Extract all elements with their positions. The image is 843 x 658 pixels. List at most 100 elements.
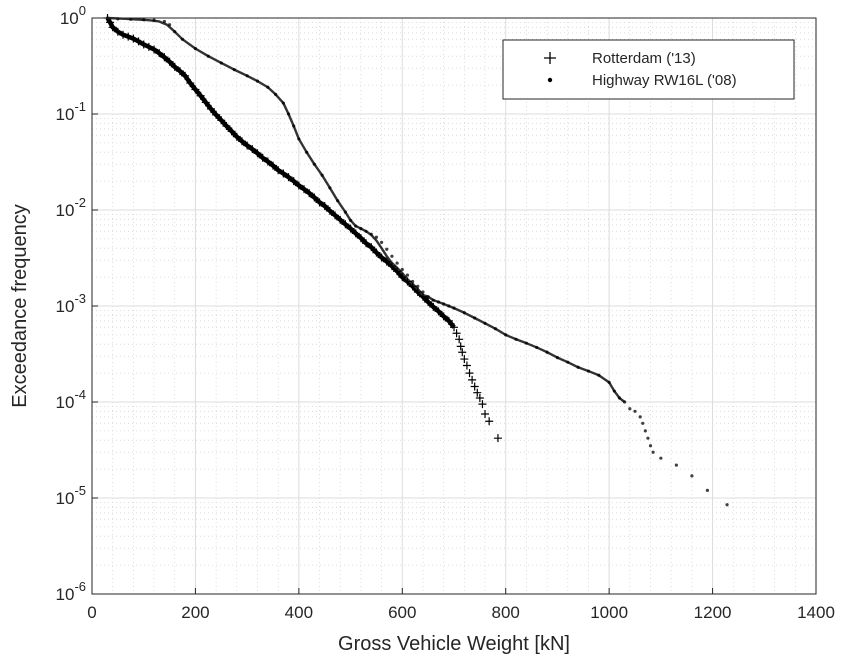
x-tick-label: 400	[285, 603, 313, 622]
rotterdam-marker	[424, 298, 433, 307]
highway-marker	[336, 199, 340, 203]
highway-marker	[555, 356, 560, 360]
x-tick-label: 0	[87, 603, 96, 622]
y-tick-label: 10-4	[56, 387, 86, 412]
rotterdam-marker	[429, 302, 438, 311]
highway-marker	[431, 298, 435, 302]
highway-marker	[167, 23, 172, 27]
highway-marker	[206, 54, 210, 58]
highway-marker	[535, 345, 539, 350]
rotterdam-marker	[346, 224, 355, 233]
rotterdam-marker	[186, 79, 195, 88]
rotterdam-marker	[408, 282, 417, 291]
x-tick-label: 1400	[797, 603, 835, 622]
rotterdam-marker	[258, 153, 267, 162]
highway-marker	[690, 474, 694, 478]
rotterdam-marker	[160, 53, 169, 62]
rotterdam-marker	[129, 34, 138, 43]
highway-marker	[447, 304, 451, 308]
rotterdam-marker	[206, 104, 215, 113]
highway-marker	[421, 290, 425, 294]
grid-lines	[91, 17, 817, 595]
rotterdam-marker	[372, 248, 381, 257]
x-axis-ticks: 0 200 400 600 800 1000 1200 1400	[87, 588, 835, 622]
highway-marker	[255, 79, 260, 83]
highway-marker	[436, 300, 441, 304]
rotterdam-marker	[377, 253, 386, 262]
highway-marker	[617, 396, 622, 400]
rotterdam-marker	[134, 37, 143, 46]
highway-marker	[219, 61, 223, 65]
rotterdam-marker	[452, 329, 461, 338]
highway-marker	[405, 273, 410, 277]
rotterdam-marker	[175, 67, 184, 76]
highway-marker	[180, 37, 185, 41]
x-tick-label: 1200	[694, 603, 732, 622]
rotterdam-marker	[465, 369, 474, 378]
highway-marker	[633, 409, 637, 413]
rotterdam-marker	[279, 169, 288, 178]
highway-marker	[162, 19, 166, 24]
highway-marker	[586, 369, 591, 373]
legend-label: Highway RW16L ('08)	[592, 72, 737, 89]
rotterdam-marker	[387, 262, 396, 271]
rotterdam-marker	[227, 127, 236, 136]
highway-marker	[286, 112, 291, 116]
highway-marker	[305, 150, 309, 154]
highway-marker	[452, 306, 456, 310]
rotterdam-marker	[248, 145, 257, 154]
highway-marker	[312, 162, 316, 166]
rotterdam-marker	[269, 161, 277, 170]
x-tick-label: 800	[492, 603, 520, 622]
rotterdam-marker	[108, 23, 117, 32]
rotterdam-marker	[196, 91, 205, 100]
highway-marker	[545, 350, 549, 354]
rotterdam-marker	[458, 348, 467, 357]
y-tick-label: 10-2	[56, 195, 86, 220]
highway-marker	[643, 429, 647, 433]
rotterdam-marker	[481, 409, 490, 418]
y-axis-ticks: 10-6 10-5 10-4 10-3 10-2 10-1 100	[56, 3, 98, 604]
rotterdam-marker	[367, 243, 376, 252]
highway-marker	[442, 302, 446, 306]
y-tick-label: 100	[60, 3, 86, 28]
rotterdam-marker	[106, 18, 115, 27]
x-tick-label: 1000	[590, 603, 628, 622]
highway-marker	[297, 137, 301, 141]
rotterdam-marker	[462, 361, 471, 370]
rotterdam-marker	[320, 202, 329, 211]
highway-marker	[638, 415, 642, 419]
highway-marker	[705, 488, 710, 492]
highway-marker	[524, 341, 529, 345]
highway-marker	[320, 173, 324, 177]
rotterdam-marker	[331, 211, 340, 220]
highway-marker	[354, 224, 358, 228]
highway-marker	[348, 218, 353, 222]
y-tick-label: 10-1	[56, 99, 86, 124]
legend-dot-icon	[547, 77, 553, 83]
rotterdam-marker	[460, 355, 469, 364]
rotterdam-marker	[351, 229, 360, 238]
rotterdam-marker	[294, 181, 303, 190]
highway-marker	[473, 316, 477, 320]
legend-box	[502, 39, 795, 100]
rotterdam-marker	[191, 85, 200, 94]
rotterdam-marker	[274, 166, 283, 175]
highway-marker	[612, 389, 616, 393]
highway-marker	[245, 74, 249, 78]
highway-marker	[395, 261, 399, 265]
highway-marker	[462, 311, 466, 315]
rotterdam-marker	[305, 189, 314, 198]
rotterdam-marker	[119, 30, 128, 39]
x-axis-label: Gross Vehicle Weight [kN]	[338, 633, 570, 655]
highway-marker	[152, 18, 156, 22]
rotterdam-marker	[485, 417, 494, 426]
rotterdam-marker	[475, 394, 484, 403]
y-tick-label: 10-6	[56, 579, 86, 604]
highway-marker	[641, 421, 645, 425]
rotterdam-marker	[315, 198, 324, 207]
rotterdam-marker	[201, 98, 210, 107]
y-axis-label: Exceedance frequency	[9, 204, 31, 407]
rotterdam-marker	[181, 71, 190, 80]
